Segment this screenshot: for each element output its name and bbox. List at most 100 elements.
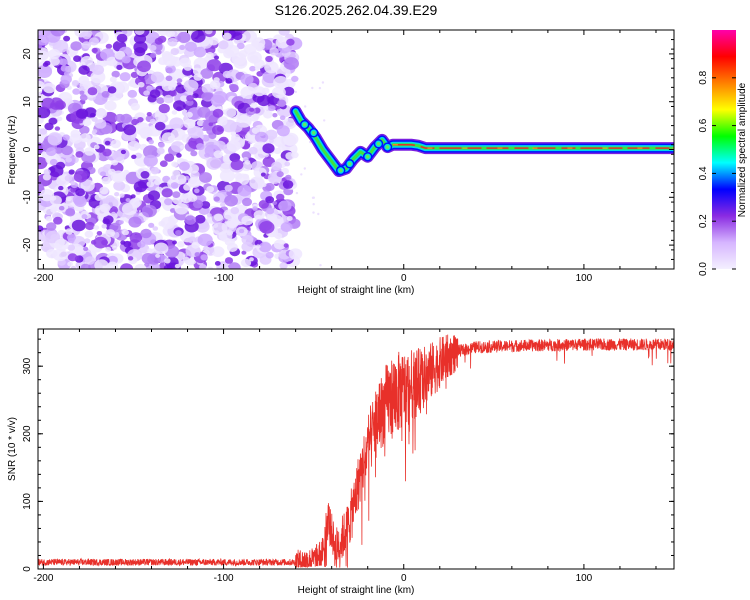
noise-blob [123,124,137,136]
noise-blob [128,80,137,87]
noise-blob [277,99,287,108]
noise-blob [272,113,278,118]
noise-blob [120,113,132,124]
noise-blob [121,202,138,216]
noise-blob [157,35,167,43]
noise-blob [153,179,161,186]
noise-blob [120,263,134,269]
noise-blob [134,152,142,159]
noise-blob [206,213,212,218]
noise-blob [87,87,98,96]
noise-blob [226,140,241,152]
noise-blob [291,75,299,82]
noise-blob [165,75,173,82]
noise-blob [279,115,286,121]
noise-blob [70,181,76,186]
noise-blob [262,143,275,154]
noise-blob [78,85,85,91]
noise-blob [133,181,148,193]
noise-blob [121,56,131,64]
noise-blob [283,132,299,146]
noise-blob [232,32,243,41]
noise-blob [253,86,266,97]
noise-speck [311,86,314,90]
noise-blob [141,204,157,218]
noise-blob [93,225,100,231]
noise-blob [253,167,267,179]
snr-marks [38,334,674,568]
noise-blob [276,171,284,178]
noise-blob [206,59,222,72]
noise-speck [311,196,315,199]
noise-blob [41,97,55,109]
noise-blob [240,86,256,99]
snr-xlabel: Height of straight line (km) [298,585,415,596]
noise-blob [241,215,254,226]
noise-blob [106,56,118,67]
noise-speck [318,86,322,90]
noise-blob [78,75,90,85]
ridge-core [392,143,674,149]
noise-blob [170,182,179,189]
noise-blob [91,47,98,54]
noise-blob [164,258,171,264]
noise-blob [176,153,182,158]
noise-blob [170,208,176,213]
noise-blob [154,121,166,131]
noise-blob [273,147,282,155]
noise-blob [186,95,194,102]
noise-blob [45,216,53,222]
noise-blob [111,170,126,183]
noise-blob [127,89,138,98]
noise-blob [263,110,273,119]
noise-blob [265,251,274,259]
noise-blob [192,93,199,99]
noise-blob [201,92,212,101]
noise-blob [65,196,72,202]
noise-speck [294,90,297,94]
noise-blob [140,171,150,179]
noise-blob [63,35,71,42]
noise-blob [249,257,254,262]
noise-blob [286,216,293,221]
noise-blob [84,238,91,244]
noise-speck [295,191,299,195]
noise-blob [131,154,137,159]
noise-blob [179,44,186,51]
noise-blob [60,65,69,72]
noise-blob [206,157,222,170]
noise-blob [93,236,108,249]
noise-blob [226,229,234,236]
spectrogram-xtick-label: -200 [33,273,53,284]
noise-blob [120,149,126,155]
noise-blob [242,173,249,180]
noise-blob [165,30,175,38]
noise-blob [212,108,224,118]
noise-blob [137,240,146,248]
noise-blob [225,78,233,84]
noise-blob [38,106,51,119]
noise-speck [323,119,326,122]
noise-blob [144,262,150,267]
noise-blob [104,100,117,111]
noise-blob [239,228,245,234]
ridge-blob-center [311,131,316,135]
noise-blob [241,234,254,245]
snr-ytick-label: 100 [22,493,33,510]
spectrogram-xtick-label: -100 [214,273,234,284]
noise-blob [200,68,214,79]
noise-blob [231,133,241,142]
noise-blob [187,176,201,188]
noise-blob [169,90,177,97]
noise-blob [58,185,64,191]
noise-blob [240,258,252,268]
noise-blob [183,183,192,191]
noise-blob [275,36,290,49]
snr-ytick-label: 200 [22,425,33,442]
spectrogram-ytick-label: -20 [22,237,33,252]
noise-blob [206,186,215,193]
noise-blob [240,73,254,85]
colorbar-ticks: 0.0 0.2 0.4 0.6 0.8 [698,70,736,276]
noise-blob [143,145,159,159]
